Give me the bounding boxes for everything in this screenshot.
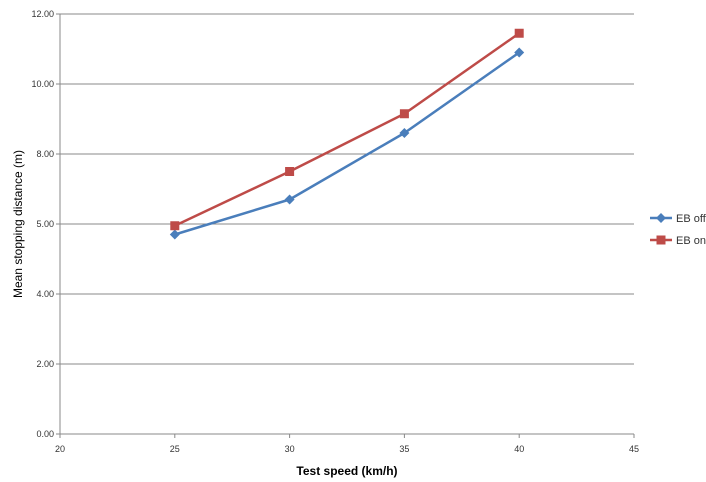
series-line bbox=[174, 32, 520, 227]
series-line bbox=[174, 51, 520, 236]
series-group bbox=[169, 28, 525, 240]
legend-swatch-marker bbox=[656, 235, 666, 245]
grid-lines bbox=[60, 13, 634, 365]
data-point bbox=[169, 229, 180, 240]
data-point bbox=[514, 28, 524, 38]
x-axis-title: Test speed (km/h) bbox=[296, 464, 397, 478]
y-tick-label: 10.00 bbox=[31, 79, 54, 89]
x-tick-label: 20 bbox=[55, 444, 65, 454]
legend[interactable]: EB off EB on bbox=[650, 213, 706, 247]
x-axis-ticks: 20 25 30 35 40 45 bbox=[55, 434, 639, 454]
y-tick-label: 0.00 bbox=[36, 429, 54, 439]
data-point bbox=[285, 167, 295, 176]
x-tick-label: 40 bbox=[514, 444, 524, 454]
data-point bbox=[170, 221, 180, 231]
y-tick-label: 4.00 bbox=[36, 289, 54, 299]
legend-label: EB on bbox=[676, 235, 706, 247]
data-point bbox=[399, 109, 409, 119]
legend-item[interactable]: EB off bbox=[650, 213, 706, 225]
series-eb-off bbox=[169, 47, 525, 240]
x-tick-label: 30 bbox=[285, 444, 295, 454]
legend-swatch-marker bbox=[656, 213, 666, 223]
data-point bbox=[399, 128, 410, 138]
y-axis-ticks: 0.00 2.00 4.00 5.00 8.00 10.00 12.00 bbox=[31, 9, 60, 439]
legend-item[interactable]: EB on bbox=[650, 235, 706, 247]
x-tick-label: 35 bbox=[399, 444, 409, 454]
legend-label: EB off bbox=[676, 213, 706, 225]
y-axis-title: Mean stopping distance (m) bbox=[11, 150, 25, 298]
data-point bbox=[514, 47, 525, 58]
x-tick-label: 25 bbox=[170, 444, 180, 454]
series-eb-on bbox=[170, 28, 524, 231]
x-tick-label: 45 bbox=[629, 444, 639, 454]
data-point bbox=[284, 194, 295, 205]
y-tick-label: 2.00 bbox=[36, 359, 54, 369]
y-tick-label: 12.00 bbox=[31, 9, 54, 19]
y-tick-label: 5.00 bbox=[36, 219, 54, 229]
y-tick-label: 8.00 bbox=[36, 149, 54, 159]
